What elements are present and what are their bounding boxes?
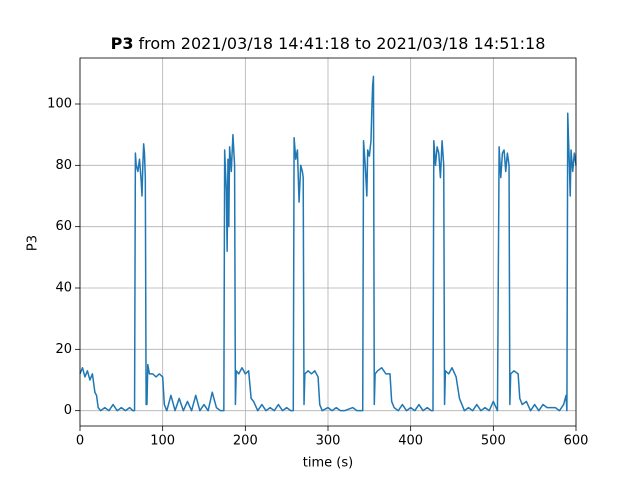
x-tick-label: 500 <box>481 434 506 449</box>
x-tick-label: 100 <box>150 434 175 449</box>
y-tick-label: 60 <box>55 219 72 234</box>
y-axis-label: P3 <box>26 235 41 251</box>
y-tick-label: 100 <box>47 97 72 112</box>
y-tick-label: 20 <box>55 342 72 357</box>
y-tick-label: 0 <box>64 403 72 418</box>
title-rest: from 2021/03/18 14:41:18 to 2021/03/18 1… <box>138 34 545 53</box>
x-axis-label: time (s) <box>303 456 353 471</box>
x-tick-label: 600 <box>564 434 589 449</box>
x-tick-label: 200 <box>233 434 258 449</box>
y-tick-label: 80 <box>55 158 72 173</box>
data-line <box>79 75 577 412</box>
title-bold: P3 <box>111 34 134 53</box>
y-tick-label: 40 <box>55 281 72 296</box>
x-tick-label: 0 <box>76 434 84 449</box>
x-tick-label: 300 <box>316 434 341 449</box>
x-tick-label: 400 <box>398 434 423 449</box>
plot-frame <box>79 57 577 427</box>
chart-title: P3 from 2021/03/18 14:41:18 to 2021/03/18… <box>111 34 546 53</box>
